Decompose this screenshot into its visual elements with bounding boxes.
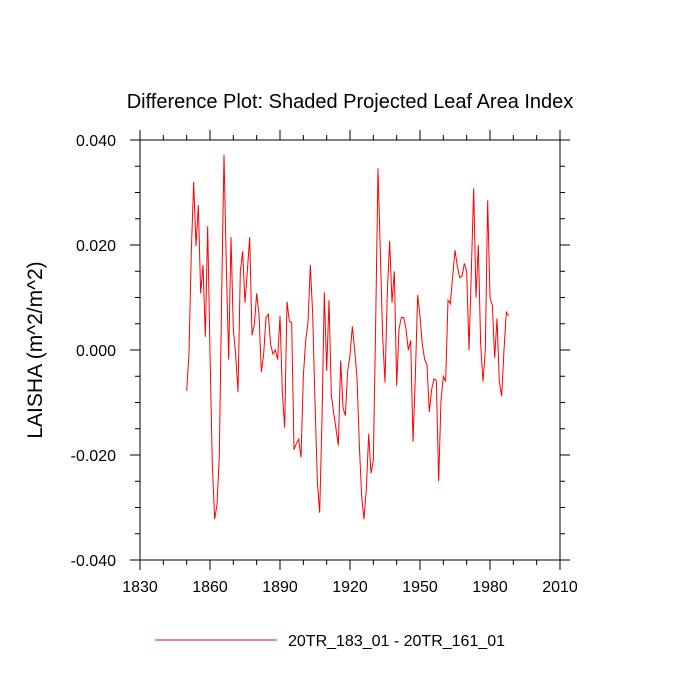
legend: 20TR_183_01 - 20TR_161_01 — [155, 633, 505, 650]
y-tick-label: -0.020 — [71, 448, 116, 465]
x-tick-label: 2010 — [542, 579, 578, 596]
series-line — [186, 154, 510, 520]
x-tick-label: 1980 — [472, 579, 508, 596]
x-tick-label: 1890 — [262, 579, 298, 596]
x-tick-label: 1830 — [122, 579, 158, 596]
x-tick-label: 1920 — [332, 579, 368, 596]
y-tick-labels: 0.040 0.020 0.000 -0.020 -0.040 — [71, 133, 116, 570]
plot-area — [130, 130, 570, 570]
y-tick-label: 0.000 — [76, 343, 116, 360]
minor-ticks — [135, 135, 565, 565]
chart-title: Difference Plot: Shaded Projected Leaf A… — [127, 91, 574, 113]
y-tick-label: -0.040 — [71, 553, 116, 570]
x-tick-labels: 1830 1860 1890 1920 1950 1980 2010 — [122, 579, 578, 596]
series-layer — [186, 154, 510, 520]
y-axis-label: LAISHA (m^2/m^2) — [24, 261, 47, 438]
legend-label: 20TR_183_01 - 20TR_161_01 — [288, 633, 505, 650]
x-tick-label: 1950 — [402, 579, 438, 596]
x-tick-label: 1860 — [192, 579, 228, 596]
y-tick-label: 0.040 — [76, 133, 116, 150]
y-tick-label: 0.020 — [76, 238, 116, 255]
major-ticks — [130, 130, 570, 570]
